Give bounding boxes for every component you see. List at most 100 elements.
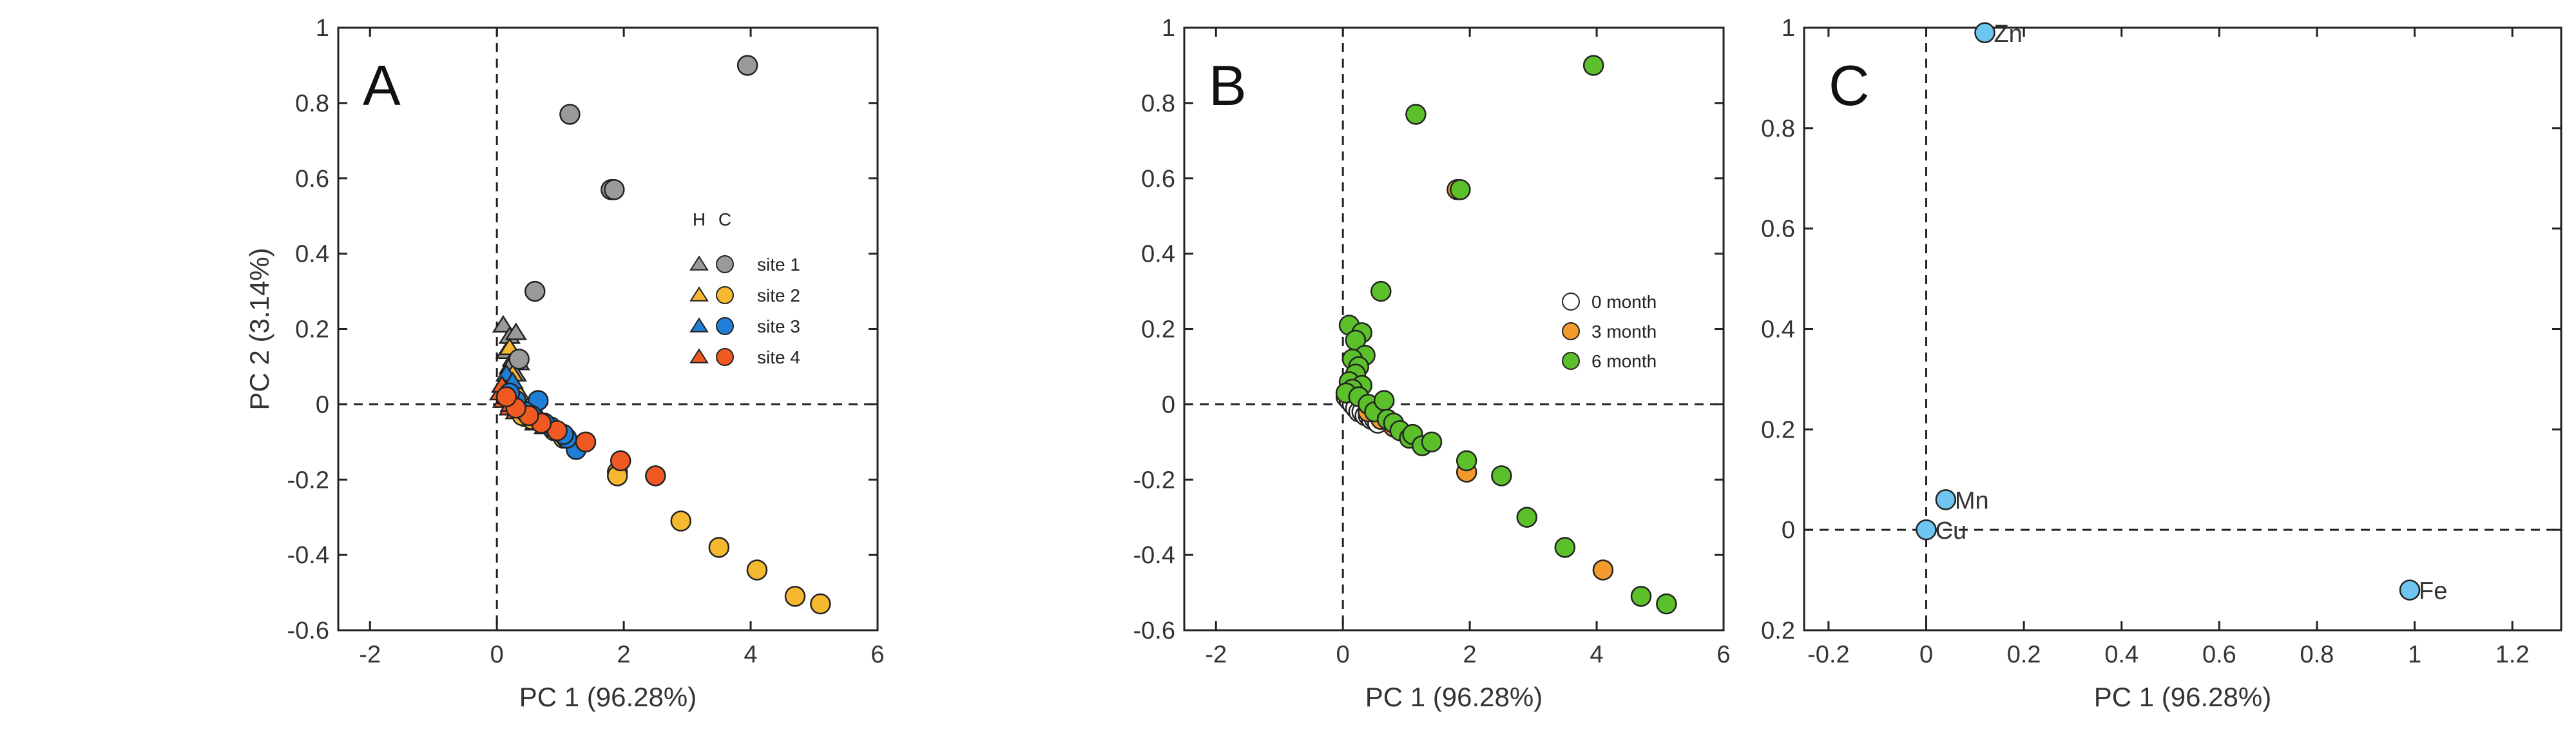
y-tick-label: 0.4 [295,241,329,268]
y-tick-label: 1 [1782,15,1795,42]
series-2 [1335,55,1677,615]
data-point-triangle [492,314,515,333]
legend-label: 6 month [1591,351,1657,371]
legend-marker-triangle [689,286,709,302]
point-label: Fe [2419,578,2447,605]
y-tick-label: -0.6 [287,617,329,644]
data-point [1491,465,1512,487]
y-tick-label: -0.2 [1133,467,1175,494]
series-1 [1358,179,1614,581]
x-tick-label: 1 [2408,641,2421,668]
series-7 [495,386,666,487]
data-point [810,593,831,615]
data-point-triangle [505,322,527,340]
panel-B: -2 0 2 4 6 -0.6 -0.4 -0.2 0 0.2 0.4 0.6 0.8 1 PC 1 (96… [1133,15,1731,712]
y-tick-label: -0.4 [1133,542,1175,569]
x-tick-label: 0.8 [2300,641,2334,668]
y-tick-label: 0.8 [295,90,329,117]
x-tick-label: 2 [1463,641,1477,668]
legend-marker-circle [716,348,734,366]
legend-label: site 1 [757,255,800,275]
legend: 0 month 3 month 6 month [1562,292,1657,371]
data-point [508,349,530,370]
x-tick-label: 0.6 [2202,641,2236,668]
legend-marker-circle [1562,352,1580,370]
y-tick-label: 0.6 [1141,166,1175,193]
panel-C: -0.2 0 0.2 0.4 0.6 0.8 1 1.2 0.2 0 0.2 0.4 0.6 0.8 1 PC… [1761,15,2562,712]
y-tick-label: 0.4 [1761,316,1795,343]
data-point [575,431,597,453]
data-point [1450,179,1471,200]
legend-marker-triangle [689,317,709,333]
data-point [610,450,631,472]
y-tick-label: 0.4 [1141,241,1175,268]
data-point [1516,507,1537,528]
point-label: Cu [1936,517,1967,545]
x-tick-label: -0.2 [1807,641,1849,668]
y-tick-label: 0.2 [1761,617,1795,644]
data-point [784,586,806,607]
y-tick-label: -0.4 [287,542,329,569]
data-point [1373,390,1395,411]
panel-letter: C [1829,53,1870,117]
legend-label: 3 month [1591,322,1657,342]
x-tick-label: 1.2 [2495,641,2530,668]
x-axis-label: PC 1 (96.28%) [2094,682,2271,712]
x-tick-label: -2 [359,641,381,668]
y-tick-label: 0 [316,391,329,418]
legend-marker-triangle [689,255,709,271]
x-axis-label: PC 1 (96.28%) [1365,682,1543,712]
data-point [670,510,691,532]
legend-header-c: C [718,209,731,229]
data-point [1554,537,1576,558]
x-tick-label: 0 [1336,641,1350,668]
data-point [746,559,768,581]
data-point [1630,586,1652,607]
legend-marker-circle [1562,322,1580,340]
data-point [559,104,581,125]
y-tick-label: 0.2 [1761,416,1795,443]
data-point [1421,431,1443,453]
legend-marker-circle [1562,293,1580,311]
data-point [1916,519,1937,541]
series-4 [508,55,758,370]
panel-A: -2 0 2 4 6 -0.6 -0.4 -0.2 0 0.2 0.4 0.6 0.8 1 PC 1 (96… [244,15,885,712]
legend-label: site 4 [757,347,800,367]
x-axis-label: PC 1 (96.28%) [519,682,697,712]
y-tick-label: 0.8 [1761,115,1795,142]
data-point [1370,280,1392,302]
x-tick-label: 4 [744,641,757,668]
legend-marker-circle [716,286,734,304]
point-label: Zn [1994,21,2022,48]
legend-label: 0 month [1591,292,1657,312]
data-point [1456,450,1477,472]
data-point [1405,104,1427,125]
legend-marker-triangle [689,348,709,363]
data-point [2399,579,2421,601]
panel-letter: A [363,53,401,117]
data-point [1656,593,1677,615]
data-point [708,537,730,558]
y-tick-label: 0.2 [1141,316,1175,343]
panel-letter: B [1209,53,1247,117]
legend-marker-circle [716,317,734,335]
x-tick-label: 0.2 [2007,641,2041,668]
y-tick-label: 0.8 [1141,90,1175,117]
y-tick-label: 0 [1162,391,1175,418]
data-point [645,465,666,487]
series-0: Zn Mn Cu Fe [1916,21,2447,605]
y-tick-label: -0.6 [1133,617,1175,644]
x-tick-label: 4 [1590,641,1603,668]
y-tick-label: 0 [1782,517,1795,544]
y-tick-label: 0.6 [295,166,329,193]
x-tick-label: -2 [1205,641,1227,668]
y-tick-label: -0.2 [287,467,329,494]
data-point [1935,489,1957,510]
data-point [604,179,625,200]
data-point [524,280,546,302]
y-tick-label: 0.6 [1761,216,1795,243]
legend-label: site 2 [757,285,800,305]
data-point [736,55,758,76]
